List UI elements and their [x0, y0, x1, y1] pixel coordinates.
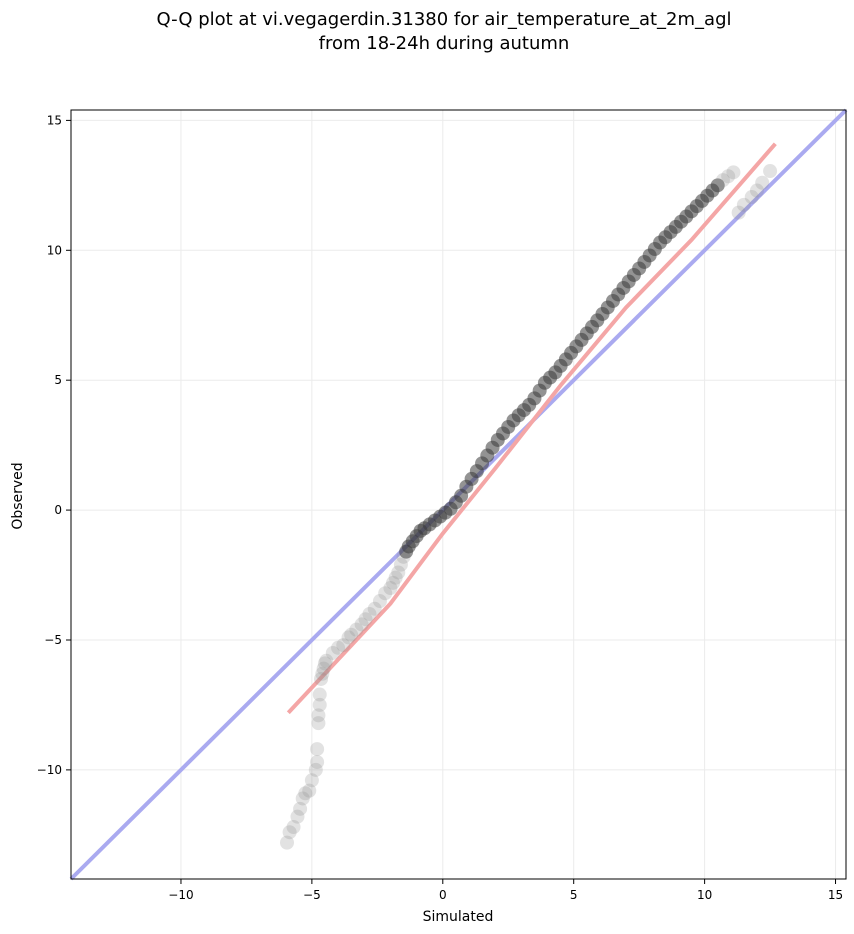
scatter-point — [317, 656, 332, 671]
scatter-point — [393, 557, 408, 572]
scatter-point — [372, 594, 387, 609]
scatter-point — [362, 607, 377, 622]
x-tick-label: 0 — [439, 888, 447, 902]
y-tick-label: −10 — [37, 763, 62, 777]
scatter-point — [344, 627, 359, 642]
plot-frame — [70, 109, 847, 880]
chart-title-line-1: Q-Q plot at vi.vegagerdin.31380 for air_… — [157, 9, 732, 30]
y-tick-label: 5 — [54, 373, 62, 387]
scatter-point — [749, 183, 764, 198]
scatter-point — [308, 762, 323, 777]
x-tick-label: 15 — [828, 888, 843, 902]
scatter-point — [280, 835, 295, 850]
fit-line — [286, 142, 777, 715]
scatter-point — [310, 755, 325, 770]
scatter-point — [311, 708, 326, 723]
scatter-point — [383, 581, 398, 596]
scatter-point — [312, 697, 327, 712]
grid — [71, 110, 846, 879]
scatter-point — [316, 661, 331, 676]
x-axis-label: Simulated — [423, 909, 494, 925]
scatter-point — [311, 716, 326, 731]
axis-ticks: −10 −5 0 5 10 15 −10 −5 0 5 10 15 — [37, 113, 843, 902]
scatter-point — [336, 638, 351, 653]
y-tick-label: 15 — [47, 113, 62, 127]
scatter-point — [286, 820, 301, 835]
scatter-point — [315, 666, 330, 681]
scatter-point — [726, 165, 741, 180]
x-tick-label: −5 — [303, 888, 321, 902]
scatter-point — [386, 575, 401, 590]
scatter-point — [721, 169, 736, 184]
y-tick-label: 10 — [47, 243, 62, 257]
scatter-point — [710, 178, 725, 193]
scatter-point — [302, 783, 317, 798]
scatter-point — [349, 622, 364, 637]
scatter-point — [295, 791, 310, 806]
scatter-point — [354, 617, 369, 632]
scatter-point — [715, 173, 730, 188]
scatter-point — [293, 801, 308, 816]
scatter-point — [325, 645, 340, 660]
y-axis-label: Observed — [10, 462, 26, 529]
chart-title-line-2: from 18-24h during autumn — [319, 33, 570, 54]
scatter-point — [391, 565, 406, 580]
scatter-point — [298, 786, 313, 801]
scatter-point — [341, 630, 356, 645]
x-tick-label: −10 — [168, 888, 193, 902]
y-tick-label: 0 — [54, 503, 62, 517]
scatter-point — [388, 570, 403, 585]
scatter-point — [310, 742, 325, 757]
scatter-points — [280, 164, 778, 850]
scatter-point — [378, 586, 393, 601]
scatter-point — [358, 612, 373, 627]
scatter-point — [731, 205, 746, 220]
scatter-point — [304, 773, 319, 788]
scatter-point — [744, 190, 759, 205]
scatter-point — [314, 671, 329, 686]
x-tick-label: 10 — [697, 888, 712, 902]
scatter-point — [755, 175, 770, 190]
scatter-point — [290, 809, 305, 824]
x-tick-label: 5 — [570, 888, 578, 902]
scatter-point — [736, 197, 751, 212]
scatter-point — [367, 601, 382, 616]
scatter-point — [331, 640, 346, 655]
y-tick-label: −5 — [44, 633, 62, 647]
scatter-point — [319, 653, 334, 668]
scatter-point — [312, 687, 327, 702]
scatter-point — [282, 825, 297, 840]
scatter-point — [763, 164, 778, 179]
